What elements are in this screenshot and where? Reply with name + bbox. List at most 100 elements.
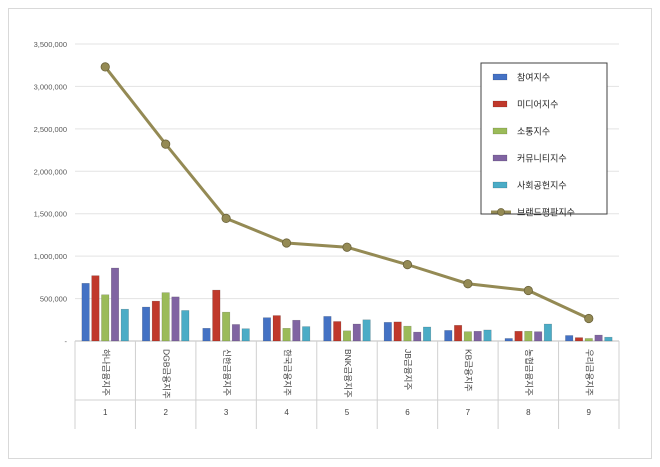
- bar-2: [91, 275, 100, 342]
- bar-1: [444, 330, 453, 342]
- line-point: [281, 238, 292, 248]
- rank-label: 7: [466, 408, 471, 417]
- legend-swatch: [492, 73, 508, 81]
- category-label: BNK금융지주: [343, 349, 353, 398]
- rank-label: 1: [103, 408, 108, 417]
- bar-3: [584, 338, 593, 342]
- bar-5: [181, 310, 190, 342]
- rank-label: 8: [526, 408, 531, 417]
- category-label: 하나금융지주: [101, 349, 111, 396]
- bar-3: [101, 294, 110, 342]
- bar-5: [543, 323, 552, 342]
- brand-reputation-chart: - 500,000 1,000,000 1,500,000 2,000,000 2,500…: [34, 40, 620, 429]
- bar-3: [343, 330, 351, 342]
- bar-3: [403, 325, 412, 342]
- line-point: [402, 260, 413, 270]
- category-label: 신한금융지주: [222, 349, 232, 396]
- bar-2: [333, 321, 342, 342]
- bar-5: [604, 336, 613, 342]
- bar-4: [594, 334, 603, 342]
- legend-label: 사회공헌지수: [517, 181, 567, 191]
- y-tick-label: 2,000,000: [34, 167, 67, 176]
- bar-5: [423, 326, 432, 342]
- line-point: [221, 213, 231, 223]
- category-label: JB금융지주: [403, 349, 413, 390]
- rank-label: 5: [345, 408, 350, 417]
- bar-5: [241, 328, 250, 342]
- rank-label: 6: [405, 408, 410, 417]
- bar-1: [81, 283, 90, 342]
- chart-frame: - 500,000 1,000,000 1,500,000 2,000,000 2,500…: [8, 8, 652, 459]
- bar-4: [292, 319, 301, 342]
- line-series: [100, 62, 594, 324]
- line-point: [523, 285, 533, 296]
- bar-2: [574, 337, 583, 342]
- bar-3: [222, 311, 231, 342]
- legend-label: 커뮤니티지수: [517, 154, 567, 164]
- bar-3: [463, 331, 472, 342]
- rank-label: 3: [224, 408, 229, 417]
- bar-4: [171, 296, 180, 342]
- line-point: [161, 139, 171, 149]
- bar-2: [151, 300, 160, 342]
- y-tick-label: 1,500,000: [34, 210, 67, 219]
- bar-2: [272, 315, 281, 342]
- y-tick-label: 3,500,000: [34, 40, 67, 49]
- bar-3: [524, 330, 533, 342]
- bar-4: [473, 330, 482, 342]
- bar-4: [413, 331, 422, 342]
- bar-1: [504, 338, 513, 342]
- legend-label: 브랜드평판지수: [517, 208, 575, 218]
- bar-1: [323, 316, 332, 342]
- legend-label: 미디어지수: [517, 100, 558, 110]
- rank-label: 9: [587, 408, 592, 417]
- category-label: DGB금융지주: [161, 349, 171, 399]
- bar-3: [161, 292, 170, 342]
- y-tick-label: 2,500,000: [34, 125, 67, 134]
- bar-3: [282, 328, 291, 342]
- bar-1: [202, 328, 211, 342]
- bar-2: [514, 330, 523, 342]
- rank-label: 2: [163, 408, 168, 417]
- bar-1: [262, 317, 271, 342]
- category-label: KB금융지주: [464, 349, 474, 392]
- legend-label: 소통지수: [517, 127, 550, 137]
- category-label: 한국금융지주: [282, 349, 292, 396]
- y-tick-label: -: [65, 337, 68, 346]
- bar-5: [302, 326, 311, 342]
- y-tick-label: 1,000,000: [34, 252, 67, 261]
- legend-label: 참여지수: [517, 72, 550, 83]
- y-axis-ticks: - 500,000 1,000,000 1,500,000 2,000,000 2,500…: [34, 40, 68, 346]
- legend-swatch: [492, 127, 508, 135]
- bar-5: [483, 329, 492, 342]
- bar-series: [81, 267, 613, 342]
- bar-5: [362, 319, 371, 342]
- legend-swatch: [492, 181, 508, 189]
- line-point: [463, 279, 473, 289]
- legend-swatch: [492, 100, 508, 108]
- line-point: [584, 313, 594, 324]
- legend-line-marker: [497, 208, 505, 216]
- bar-5: [120, 308, 129, 342]
- category-label: 농협금융지주: [524, 349, 534, 396]
- y-tick-label: 3,000,000: [34, 82, 67, 91]
- bar-1: [383, 322, 392, 342]
- bar-2: [393, 321, 402, 342]
- bar-1: [142, 306, 151, 342]
- bar-4: [111, 267, 120, 342]
- category-label: 우리금융지주: [585, 349, 595, 396]
- bar-2: [454, 325, 463, 342]
- legend-swatch: [492, 154, 508, 162]
- x-axis-labels: 하나금융지주 1 DGB금융지주 2 신한금융지주 3 한국금융지주 4 BNK금융지주 5 JB금…: [74, 341, 620, 429]
- rank-label: 4: [284, 408, 289, 417]
- line-point: [342, 242, 352, 252]
- bar-1: [565, 335, 574, 342]
- bar-4: [231, 324, 240, 342]
- y-tick-label: 500,000: [40, 295, 67, 304]
- line-point: [100, 62, 110, 72]
- legend-box: [480, 62, 608, 215]
- bar-4: [534, 331, 543, 342]
- bar-4: [352, 323, 361, 342]
- bar-2: [212, 289, 221, 342]
